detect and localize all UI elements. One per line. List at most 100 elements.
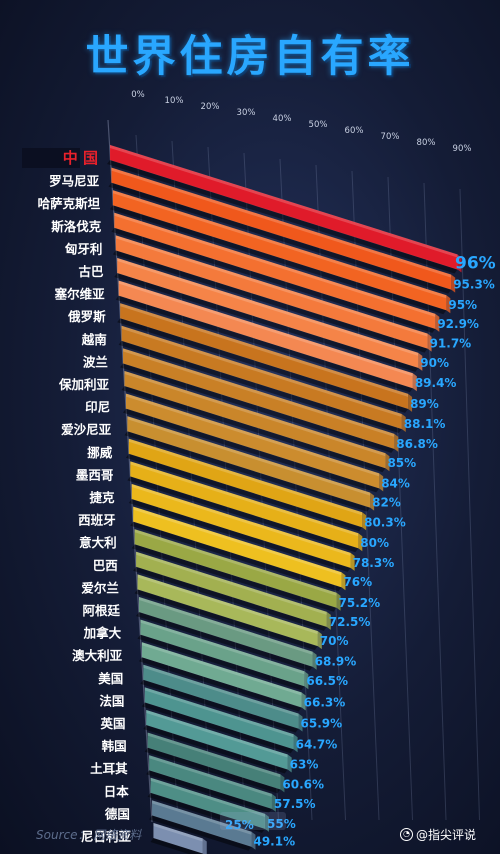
country-label: 爱尔兰 — [81, 580, 119, 595]
country-label: 西班牙 — [78, 513, 116, 528]
country-label: 捷克 — [89, 490, 115, 505]
value-label: 76% — [343, 575, 372, 589]
bar-end — [385, 453, 390, 472]
value-label: 78.3% — [353, 556, 395, 570]
value-label: 85% — [387, 456, 416, 470]
bar-highlight — [117, 258, 419, 356]
bar-highlight — [127, 416, 371, 496]
value-label: 66.5% — [306, 674, 348, 688]
value-label: 88.1% — [404, 417, 446, 431]
bar-end — [358, 533, 363, 552]
value-label: 57.5% — [274, 797, 316, 811]
country-label: 斯洛伐克 — [51, 219, 102, 234]
country-label: 澳大利亚 — [72, 648, 123, 663]
bar-highlight — [130, 461, 359, 537]
bar-shadow — [149, 815, 252, 851]
bar-highlight — [118, 280, 413, 377]
bar-end — [312, 651, 317, 670]
bar-end — [304, 671, 309, 690]
tick-label: 10% — [165, 96, 184, 106]
bar-shadow — [124, 431, 371, 512]
country-label: 墨西哥 — [76, 467, 114, 482]
bar-highlight — [128, 438, 363, 516]
bar-shadow — [137, 634, 305, 691]
bar-shadow — [143, 725, 288, 774]
bar-end — [301, 692, 306, 711]
bar-end — [370, 492, 375, 511]
bar-shadow — [130, 521, 342, 592]
tick-label: 50% — [309, 120, 328, 130]
value-label: 66.3% — [304, 696, 346, 710]
country-label: 哈萨克斯坦 — [38, 196, 101, 211]
bar-highlight — [134, 529, 337, 596]
country-label: 匈牙利 — [64, 241, 103, 256]
bar-end — [457, 254, 462, 273]
tick-label: 0% — [131, 90, 145, 100]
value-label: 95.3% — [453, 278, 495, 292]
country-label: 阿根廷 — [82, 603, 120, 618]
value-label: 80% — [360, 536, 389, 550]
bar-end — [394, 433, 399, 452]
country-label: 法国 — [99, 693, 124, 708]
bar-highlight — [150, 777, 265, 817]
bar-end — [317, 631, 322, 650]
bar-highlight — [152, 800, 252, 835]
value-label: 63% — [290, 758, 319, 772]
bar-end — [408, 393, 413, 412]
bar-end — [418, 352, 423, 371]
value-label: 89% — [410, 397, 439, 411]
country-label: 古巴 — [78, 264, 104, 279]
bar-end — [446, 295, 451, 314]
country-label: 尼日利亚 — [81, 829, 132, 844]
bar-shadow — [144, 747, 281, 794]
bar-end — [412, 373, 417, 392]
bar-shadow — [127, 476, 359, 553]
country-label: 挪威 — [87, 445, 113, 460]
watermark: ◔ @指尖评说 — [400, 826, 476, 843]
country-label: 越南 — [81, 332, 108, 347]
bar-shadow — [117, 318, 409, 413]
bar-end — [293, 734, 298, 753]
bottom-value-pill — [220, 812, 286, 830]
bar-highlight — [115, 235, 428, 337]
bar-shadow — [136, 612, 313, 671]
bar-highlight — [123, 348, 395, 437]
country-label: 土耳其 — [90, 761, 128, 776]
value-label: 89.4% — [415, 376, 457, 390]
tick-label: 70% — [381, 132, 400, 142]
bar-shadow — [134, 589, 318, 651]
bar-end — [435, 313, 440, 332]
country-label: 爱沙尼亚 — [61, 422, 112, 437]
bar-shadow — [131, 544, 337, 612]
bar-highlight — [153, 823, 203, 842]
bar-end — [251, 831, 256, 850]
tick-label: 20% — [201, 102, 220, 112]
bar-end — [326, 611, 331, 630]
country-label: 英国 — [100, 716, 125, 731]
value-label: 92.9% — [437, 317, 479, 331]
bar-shadow — [125, 453, 363, 532]
bar-highlight — [120, 303, 409, 397]
value-label: 96% — [455, 253, 496, 273]
bar-highlight — [146, 710, 288, 758]
bar-end — [451, 274, 456, 293]
bar-end — [379, 473, 384, 492]
watermark-text: @指尖评说 — [416, 828, 477, 842]
value-label: 86.8% — [396, 437, 438, 451]
bar-end — [350, 552, 355, 571]
value-label: 72.5% — [329, 615, 371, 629]
bar-end — [401, 414, 406, 433]
country-label: 加拿大 — [83, 626, 122, 641]
bar-highlight — [111, 167, 452, 278]
bar-highlight — [133, 506, 342, 576]
country-label: 巴西 — [93, 558, 118, 573]
bar-shadow — [114, 273, 419, 372]
bar-shadow — [109, 205, 447, 315]
country-label: 保加利亚 — [58, 377, 110, 392]
bar-highlight — [139, 597, 313, 655]
country-label: 印尼 — [85, 400, 110, 415]
country-label: 意大利 — [79, 535, 117, 550]
bar-shadow — [133, 566, 327, 631]
bar-shadow — [120, 363, 395, 453]
